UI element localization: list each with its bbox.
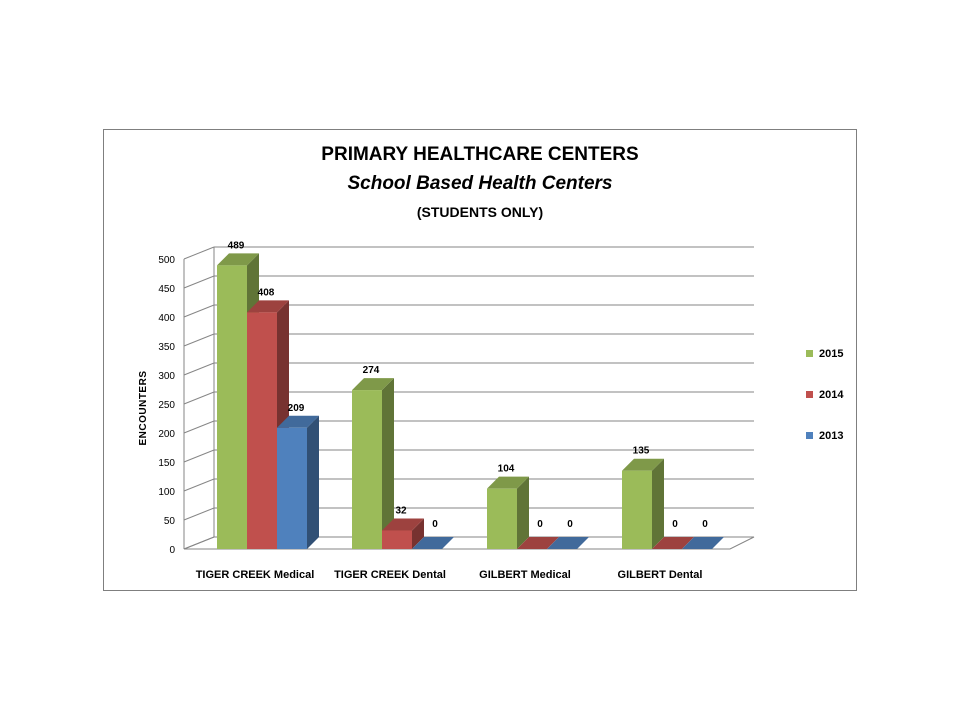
bar-top (412, 537, 454, 549)
data-label: 0 (567, 519, 573, 530)
x-tick-label: TIGER CREEK Dental (334, 569, 446, 581)
bar-top (622, 458, 664, 471)
bar-side (412, 518, 424, 549)
gridline-side (183, 507, 215, 521)
legend-swatch (806, 391, 813, 398)
legend-label: 2013 (819, 430, 843, 442)
bar-side (307, 415, 319, 549)
y-tick-label: 0 (169, 545, 175, 556)
legend-swatch (806, 432, 813, 439)
bar (217, 265, 247, 549)
bar-top (217, 253, 259, 266)
data-label: 0 (702, 519, 708, 530)
gridline-side (183, 246, 215, 260)
legend-swatch (806, 350, 813, 357)
y-tick-label: 50 (164, 516, 176, 527)
bar-top (247, 300, 289, 313)
bar-top (547, 537, 589, 549)
data-label: 489 (228, 240, 245, 251)
bar-top (682, 537, 724, 549)
y-tick-label: 250 (158, 400, 175, 411)
bar (382, 530, 412, 549)
data-label: 209 (288, 403, 305, 414)
gridline-side (183, 333, 215, 347)
chart-subtitle: School Based Health Centers (347, 173, 613, 194)
bar-top (382, 518, 424, 531)
y-tick-label: 500 (158, 255, 175, 266)
data-label: 0 (537, 519, 543, 530)
y-tick-label: 200 (158, 429, 175, 440)
data-label: 0 (432, 519, 438, 530)
legend-label: 2015 (819, 348, 843, 360)
gridline-side (183, 391, 215, 405)
bar (487, 488, 517, 549)
data-label: 32 (395, 505, 407, 516)
bar-top (277, 415, 319, 428)
gridline-side (183, 304, 215, 318)
chart-subtitle-2: (STUDENTS ONLY) (416, 204, 544, 220)
x-tick-label: TIGER CREEK Medical (196, 569, 315, 581)
gridline-side (183, 275, 215, 289)
data-label: 274 (363, 365, 380, 376)
gridline-side (183, 362, 215, 376)
y-tick-label: 450 (158, 284, 175, 295)
bar-side (652, 458, 664, 549)
y-tick-label: 400 (158, 313, 175, 324)
bar-top (517, 537, 559, 549)
bar-top (652, 537, 694, 549)
y-axis-label: ENCOUNTERS (138, 370, 149, 445)
data-label: 135 (633, 446, 650, 457)
x-tick-label: GILBERT Dental (618, 569, 703, 581)
data-label: 104 (498, 464, 515, 475)
gridline-side (183, 478, 215, 492)
data-label: 408 (258, 287, 275, 298)
y-tick-label: 100 (158, 487, 175, 498)
chart-title: PRIMARY HEALTHCARE CENTERS (321, 144, 639, 165)
data-label: 0 (672, 519, 678, 530)
gridline-side (183, 449, 215, 463)
gridline-side (183, 420, 215, 434)
bar (277, 427, 307, 549)
legend-label: 2014 (819, 389, 844, 401)
bar-top (487, 476, 529, 489)
y-tick-label: 150 (158, 458, 175, 469)
bar (352, 390, 382, 549)
bar-side (517, 476, 529, 549)
x-tick-label: GILBERT Medical (479, 569, 571, 581)
bar (622, 470, 652, 549)
bar (247, 312, 277, 549)
bar-top (352, 378, 394, 391)
y-tick-label: 300 (158, 371, 175, 382)
y-tick-label: 350 (158, 342, 175, 353)
bar-side (382, 378, 394, 549)
